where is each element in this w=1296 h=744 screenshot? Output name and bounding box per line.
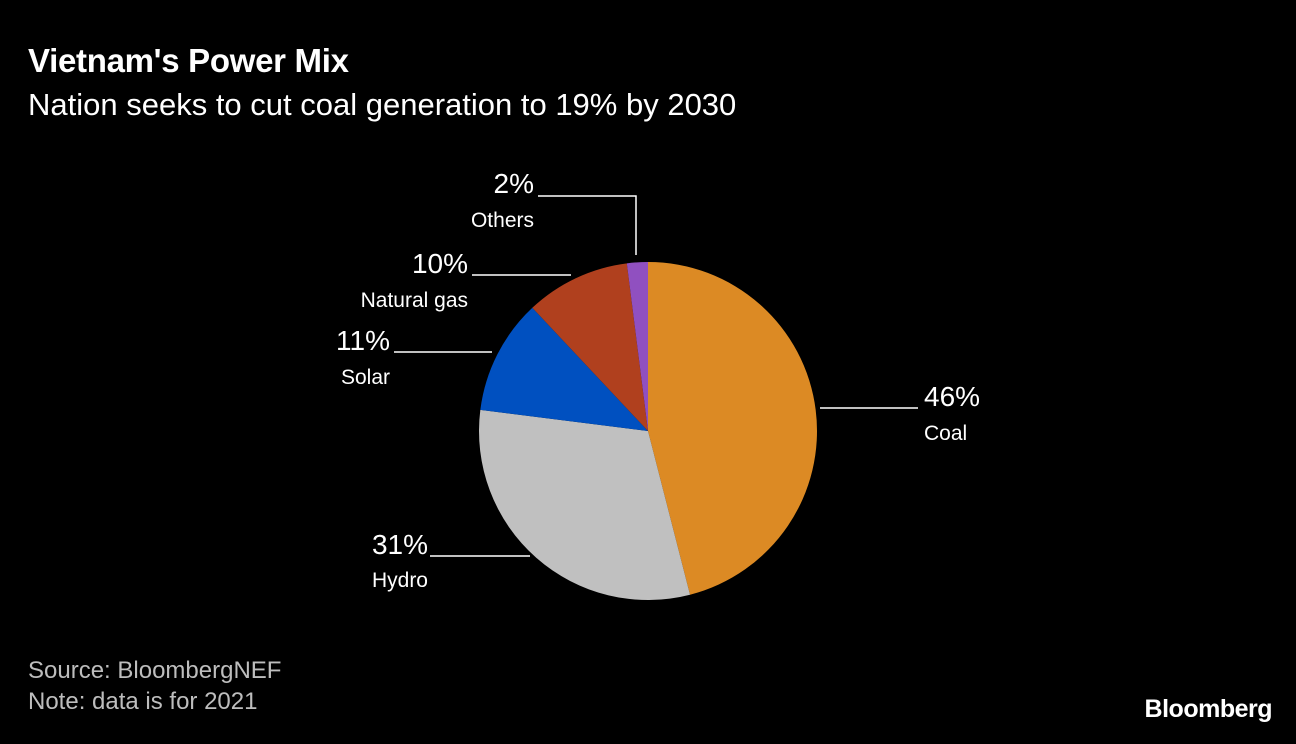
pie-slice-natural-gas [532, 263, 648, 431]
slice-value-label-hydro: 31% [372, 529, 428, 560]
slice-name-label-others: Others [471, 209, 534, 232]
slice-name-label-natural-gas: Natural gas [361, 289, 468, 312]
slice-value-label-natural-gas: 10% [412, 248, 468, 279]
leader-line-others [538, 195, 637, 255]
pie-slice-others [626, 262, 648, 431]
slice-value-label-solar: 11% [336, 325, 390, 356]
pie-slice-solar [480, 307, 648, 431]
slice-value-label-coal: 46% [924, 381, 980, 412]
slice-name-label-solar: Solar [341, 366, 390, 389]
pie-slice-coal [648, 262, 817, 595]
slice-name-label-hydro: Hydro [372, 569, 428, 592]
slice-value-label-others: 2% [494, 168, 534, 199]
source-note: Source: BloombergNEF [28, 657, 282, 684]
bloomberg-logo: Bloomberg [1144, 695, 1273, 723]
chart-subtitle: Nation seeks to cut coal generation to 1… [28, 87, 737, 122]
pie-slice-hydro [478, 409, 691, 600]
chart-title: Vietnam's Power Mix [28, 42, 349, 79]
data-note: Note: data is for 2021 [28, 688, 258, 715]
slice-name-label-coal: Coal [924, 422, 967, 445]
